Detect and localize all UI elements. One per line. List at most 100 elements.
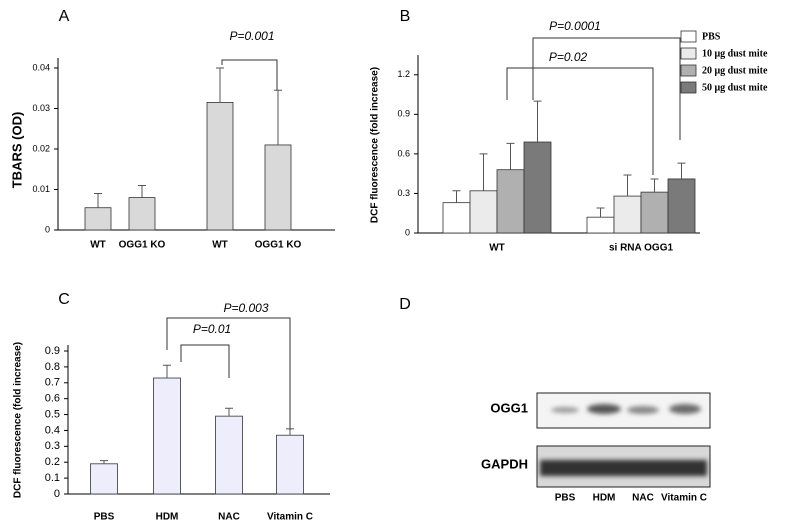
x-tick-label: HDM bbox=[156, 512, 179, 523]
panel-label: B bbox=[400, 8, 411, 25]
y-tick-label: 0 bbox=[54, 488, 60, 500]
x-tick-label: Vitamin C bbox=[267, 512, 313, 523]
significance-bracket bbox=[221, 59, 278, 90]
y-tick-label: 0.3 bbox=[45, 440, 60, 452]
y-tick-label: 0.9 bbox=[397, 109, 410, 119]
bar bbox=[90, 463, 118, 495]
y-tick-label: 0.8 bbox=[45, 361, 60, 373]
y-tick-label: 0.5 bbox=[45, 408, 60, 420]
band bbox=[540, 460, 707, 476]
bar bbox=[469, 190, 498, 234]
panel-label: C bbox=[58, 291, 70, 308]
x-tick-label: si RNA OGG1 bbox=[609, 243, 674, 254]
legend-swatch bbox=[680, 30, 697, 43]
axis bbox=[57, 58, 335, 231]
row-label: GAPDH bbox=[481, 456, 528, 471]
significance-bracket bbox=[166, 317, 291, 430]
y-tick-label: 0 bbox=[45, 224, 50, 234]
row-label: OGG1 bbox=[490, 400, 528, 415]
significance-bracket bbox=[180, 344, 230, 378]
error-bar bbox=[225, 407, 233, 417]
annotation: P=0.003 bbox=[223, 301, 268, 315]
y-tick-label: 0.6 bbox=[45, 393, 60, 405]
y-tick-label: 0 bbox=[405, 227, 410, 237]
lane-label: NAC bbox=[632, 493, 654, 504]
bar bbox=[128, 197, 156, 231]
lane-label: PBS bbox=[555, 493, 576, 504]
legend-swatch bbox=[680, 64, 697, 77]
x-tick-label: OGG1 KO bbox=[255, 240, 302, 251]
legend-label: 50 μg dust mite bbox=[702, 82, 768, 93]
bar bbox=[496, 169, 525, 234]
significance-bracket bbox=[532, 37, 681, 140]
y-axis-title: TBARS (OD) bbox=[9, 112, 24, 189]
annotation: P=0.001 bbox=[229, 29, 274, 43]
error-bar bbox=[163, 364, 171, 379]
x-tick-label: WT bbox=[212, 240, 228, 251]
y-tick-label: 0.9 bbox=[45, 345, 60, 357]
band bbox=[551, 407, 579, 413]
x-tick-label: OGG1 KO bbox=[119, 240, 166, 251]
legend-swatch bbox=[680, 81, 697, 94]
error-bar bbox=[216, 67, 224, 103]
y-tick-label: 0.04 bbox=[32, 62, 50, 72]
bar bbox=[586, 216, 615, 234]
y-tick-label: 0.01 bbox=[32, 184, 50, 194]
error-bar bbox=[94, 193, 102, 208]
legend-swatch bbox=[680, 47, 697, 60]
bar bbox=[264, 144, 292, 231]
panel-label: A bbox=[59, 8, 70, 25]
y-tick-label: 0.02 bbox=[32, 143, 50, 153]
bar bbox=[523, 141, 552, 234]
bar bbox=[276, 434, 304, 495]
legend-label: 10 μg dust mite bbox=[702, 48, 768, 59]
legend-label: 20 μg dust mite bbox=[702, 65, 768, 76]
error-bar bbox=[479, 153, 488, 191]
x-tick-label: WT bbox=[90, 240, 106, 251]
y-axis-title: DCF fluorescence (fold increase) bbox=[13, 342, 24, 498]
bar bbox=[153, 377, 181, 495]
bar bbox=[640, 191, 669, 234]
significance-bracket bbox=[506, 67, 654, 175]
error-bar bbox=[138, 184, 146, 198]
y-tick-label: 0.3 bbox=[397, 188, 410, 198]
annotation: P=0.02 bbox=[549, 50, 588, 64]
x-tick-label: WT bbox=[489, 243, 505, 254]
bar bbox=[442, 202, 471, 234]
legend-label: PBS bbox=[702, 31, 721, 42]
bar bbox=[667, 178, 696, 234]
x-tick-label: NAC bbox=[218, 512, 240, 523]
band bbox=[587, 404, 621, 414]
y-tick-label: 0.7 bbox=[45, 377, 60, 389]
y-tick-label: 1.2 bbox=[397, 69, 410, 79]
y-axis-title: DCF fluorescence (fold increase) bbox=[370, 67, 381, 223]
y-tick-label: 0.1 bbox=[45, 472, 60, 484]
y-tick-label: 0.2 bbox=[45, 456, 60, 468]
bar bbox=[215, 415, 243, 495]
panel-label: D bbox=[399, 296, 411, 313]
error-bar bbox=[596, 207, 605, 218]
error-bar bbox=[533, 100, 542, 143]
bar bbox=[206, 102, 234, 231]
bar bbox=[613, 195, 642, 234]
x-tick-label: PBS bbox=[94, 512, 115, 523]
error-bar bbox=[506, 142, 515, 170]
error-bar bbox=[623, 174, 632, 197]
band bbox=[627, 406, 659, 414]
error-bar bbox=[274, 89, 282, 145]
band bbox=[669, 404, 701, 414]
error-bar bbox=[677, 162, 686, 179]
error-bar bbox=[100, 460, 108, 464]
bar bbox=[84, 207, 112, 231]
y-tick-label: 0.6 bbox=[397, 148, 410, 158]
lane-label: HDM bbox=[593, 493, 616, 504]
y-tick-label: 0.4 bbox=[45, 424, 60, 436]
blot-panel bbox=[536, 392, 711, 488]
annotation: P=0.0001 bbox=[549, 19, 601, 33]
error-bar bbox=[650, 178, 659, 193]
lane-label: Vitamin C bbox=[661, 493, 707, 504]
annotation: P=0.01 bbox=[193, 322, 231, 336]
y-tick-label: 0.03 bbox=[32, 103, 50, 113]
error-bar bbox=[452, 190, 461, 203]
